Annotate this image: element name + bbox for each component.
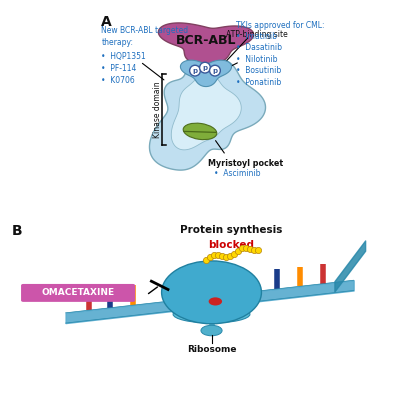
Text: •  PF-114: • PF-114 (101, 64, 137, 73)
Text: Protein synthesis: Protein synthesis (180, 225, 282, 235)
Circle shape (200, 62, 210, 73)
Text: •  K0706: • K0706 (101, 75, 135, 85)
Ellipse shape (209, 297, 222, 305)
Text: Kinase domain: Kinase domain (153, 81, 162, 138)
Ellipse shape (162, 261, 262, 324)
Ellipse shape (183, 123, 217, 139)
Text: blocked: blocked (208, 240, 254, 250)
Polygon shape (171, 73, 241, 150)
Text: p: p (212, 68, 218, 73)
Text: p: p (192, 68, 198, 73)
Ellipse shape (201, 325, 222, 336)
FancyBboxPatch shape (21, 284, 135, 302)
Polygon shape (180, 60, 232, 87)
Ellipse shape (173, 305, 250, 323)
Text: B: B (12, 224, 22, 238)
Text: Ribosome: Ribosome (187, 344, 236, 354)
Text: OMACETAXINE: OMACETAXINE (42, 288, 115, 297)
Text: •  Dasatinib: • Dasatinib (236, 43, 282, 52)
Text: BCR-ABL: BCR-ABL (176, 34, 236, 47)
Text: •  Asciminib: • Asciminib (214, 169, 260, 178)
Polygon shape (158, 23, 254, 64)
Text: Myristoyl pocket: Myristoyl pocket (208, 159, 283, 168)
Circle shape (210, 65, 220, 76)
Text: •  Ponatinib: • Ponatinib (236, 78, 281, 87)
Circle shape (190, 65, 200, 76)
Text: •  HQP1351: • HQP1351 (101, 52, 146, 61)
Text: TKIs approved for CML:: TKIs approved for CML: (236, 21, 324, 30)
Text: •  Imatinib: • Imatinib (236, 32, 277, 41)
Text: New BCR-ABL targeted
therapy:: New BCR-ABL targeted therapy: (101, 26, 188, 47)
Text: A: A (101, 15, 112, 29)
Polygon shape (150, 54, 266, 170)
Text: p: p (202, 65, 208, 71)
Text: ATP-binding site: ATP-binding site (226, 30, 288, 39)
Text: •  Bosutinib: • Bosutinib (236, 66, 281, 75)
Text: •  Nilotinib: • Nilotinib (236, 55, 277, 64)
